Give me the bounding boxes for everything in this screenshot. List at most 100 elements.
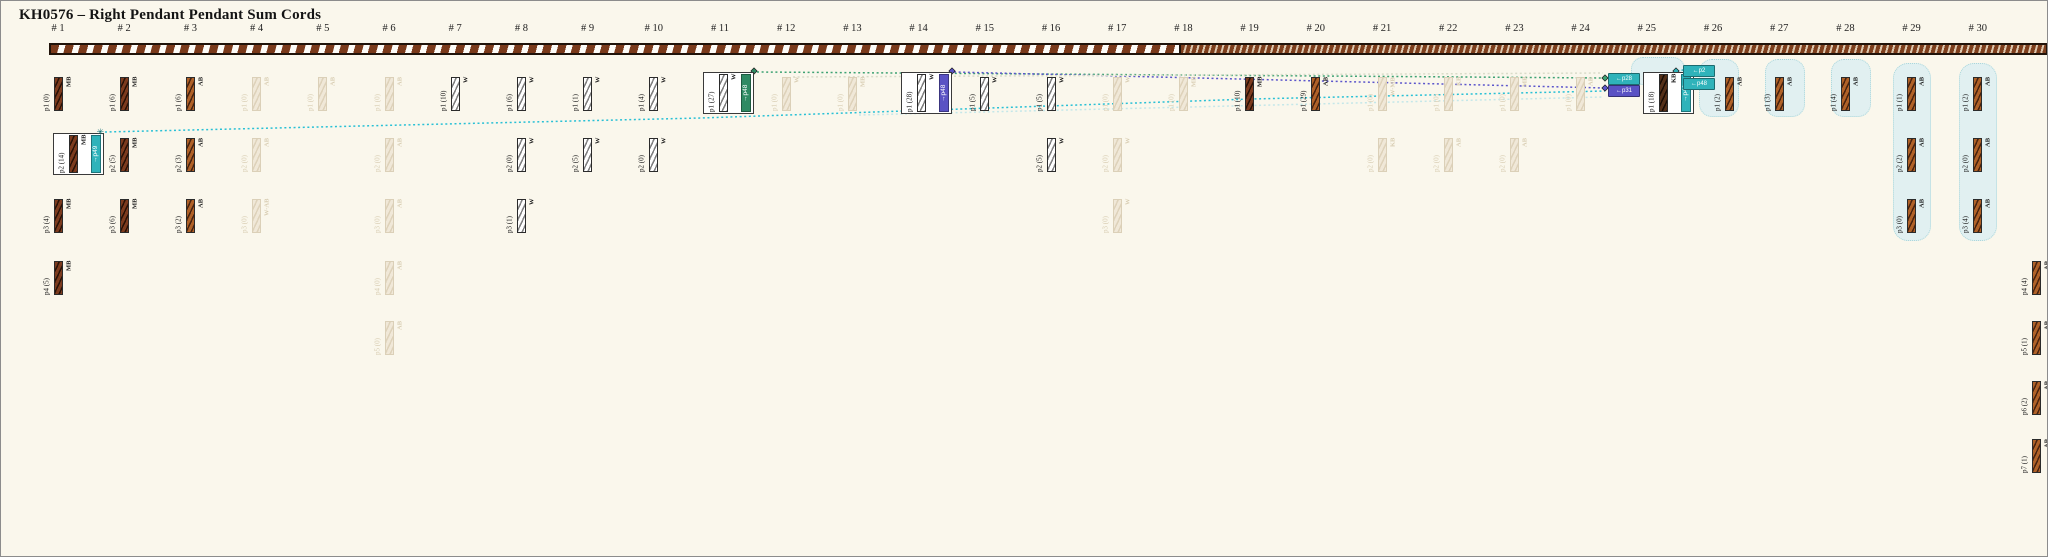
pendant-c14-p1[interactable]: p1 (28) W →p48 [901, 72, 953, 114]
pendant-c18-p1[interactable]: p1 (0) MB [1166, 77, 1200, 111]
pendant-c17-p1[interactable]: p1 (0) W [1100, 77, 1134, 111]
cord-color-label: AB [1918, 77, 1926, 87]
sum-target-tag[interactable]: →p48 [939, 74, 950, 112]
pendant-value-label: p2 (0) [505, 155, 514, 172]
pendant-c1-p4[interactable]: p4 (5) MB [41, 261, 75, 295]
cord-color-label: W [660, 77, 668, 84]
pendant-c29-p2[interactable]: p2 (2) AB [1894, 138, 1928, 172]
pendant-c4-p1[interactable]: p1 (0) AB [239, 77, 273, 111]
pendant-c26-p1[interactable]: p1 (2) AB [1712, 77, 1746, 111]
cord-bar [1046, 77, 1056, 111]
pendant-c24-p1[interactable]: p1 (0) AB [1563, 77, 1597, 111]
pendant-c10-p2[interactable]: p2 (0) W [636, 138, 670, 172]
pendant-c1-p3[interactable]: p3 (4) MB [41, 199, 75, 233]
pendant-value-label: p1 (2) [1961, 94, 1970, 111]
pendant-c19-p1[interactable]: p1 (10) MB [1232, 77, 1266, 111]
cord-color-label: AB [1918, 199, 1926, 209]
cord-position-header: # 6 [382, 23, 396, 34]
pendant-c3-p2[interactable]: p2 (3) AB [173, 138, 207, 172]
pendant-c4-p2[interactable]: p2 (0) AB [239, 138, 273, 172]
pendant-c8-p2[interactable]: p2 (0) W [504, 138, 538, 172]
pendant-c7-p1[interactable]: p1 (10) W [438, 77, 472, 111]
cord-position-header: # 19 [1240, 23, 1259, 34]
pendant-c27-p1[interactable]: p1 (3) AB [1762, 77, 1796, 111]
pendant-c29-p3[interactable]: p3 (0) AB [1894, 199, 1928, 233]
pendant-value-label: p1 (0) [770, 94, 779, 111]
pendant-c16-p1[interactable]: p1 (5) W [1034, 77, 1068, 111]
sum-target-tag[interactable]: →p48 [740, 74, 751, 112]
pendant-value-label: p1 (0) [373, 94, 381, 111]
pendant-c3-p1[interactable]: p1 (6) AB [173, 77, 207, 111]
cord-bar [516, 77, 526, 111]
pendant-value-label: p1 (0) [240, 94, 249, 111]
pendant-c22-p1[interactable]: p1 (0) KB [1431, 77, 1465, 111]
pendant-c13-p1[interactable]: p1 (0) MB [835, 77, 869, 111]
pendant-c20-p1[interactable]: p1 (29) AB [1298, 77, 1332, 111]
pendant-c23-p2[interactable]: p2 (0) AB [1497, 138, 1531, 172]
pendant-c6-p4[interactable]: p4 (0) AB [372, 261, 406, 295]
pendant-c16-p2[interactable]: p2 (5) W [1034, 138, 1068, 172]
pendant-c6-p3[interactable]: p3 (0) AB [372, 199, 406, 233]
cord-bar [583, 77, 593, 111]
pendant-value-label: p1 (0) [1167, 94, 1176, 111]
pendant-c29-p1[interactable]: p1 (1) AB [1894, 77, 1928, 111]
pendant-value-label: p2 (0) [1432, 155, 1441, 172]
pendant-c11-p1[interactable]: p1 (27) W →p48 [702, 72, 754, 114]
cord-color-label: AB [263, 77, 271, 87]
pendant-value-label: p2 (0) [1961, 155, 1970, 172]
pendant-c9-p2[interactable]: p2 (5) W [570, 138, 604, 172]
cord-bar [1973, 199, 1983, 233]
cord-bar [1576, 77, 1586, 111]
pendant-c22-p2[interactable]: p2 (0) AB [1431, 138, 1465, 172]
pendant-c30-p3[interactable]: p3 (4) AB [1960, 199, 1994, 233]
pendant-c6-p2[interactable]: p2 (0) AB [372, 138, 406, 172]
pendant-c8-p3[interactable]: p3 (1) W [504, 199, 538, 233]
pendant-c4-p3[interactable]: p3 (0) W-AB [239, 199, 273, 233]
pendant-c2-p2[interactable]: p2 (5) MB [107, 138, 141, 172]
cord-bar [185, 77, 195, 111]
cord-bar [53, 261, 63, 295]
sum-source-tag[interactable]: ←p2 [1683, 65, 1715, 77]
cord-bar [1112, 77, 1122, 111]
pendant-value-label: p3 (0) [240, 216, 249, 233]
sum-source-tag[interactable]: ←p31 [1608, 85, 1640, 97]
pendant-c5-p1[interactable]: p1 (0) AB [305, 77, 339, 111]
cord-bar [252, 77, 262, 111]
pendant-c15-p1[interactable]: p1 (5) W [967, 77, 1001, 111]
pendant-c12-p1[interactable]: p1 (0) W [769, 77, 803, 111]
sum-source-tag[interactable]: ←p48 [1683, 78, 1715, 90]
sum-target-tag[interactable]: →p49 [90, 135, 101, 173]
pendant-value-label: p1 (0) [306, 94, 315, 111]
cord-color-label: AB [197, 199, 205, 209]
cord-position-header: # 12 [777, 23, 796, 34]
pendant-c30-p5[interactable]: p5 (1) AB [2019, 321, 2047, 355]
pendant-c6-p1[interactable]: p1 (0) AB [372, 77, 406, 111]
pendant-c1-p1[interactable]: p1 (0) MB [41, 77, 75, 111]
pendant-c2-p1[interactable]: p1 (6) MB [107, 77, 141, 111]
pendant-c30-p6[interactable]: p6 (2) AB [2019, 381, 2047, 415]
cord-position-header: # 16 [1041, 23, 1061, 34]
pendant-c23-p1[interactable]: p1 (0) MB [1497, 77, 1531, 111]
sum-source-tag[interactable]: ←p28 [1608, 73, 1640, 85]
pendant-c17-p2[interactable]: p2 (0) W [1100, 138, 1134, 172]
pendant-c6-p5[interactable]: p5 (0) AB [372, 321, 406, 355]
cord-color-label: AB [395, 138, 403, 148]
pendant-c17-p3[interactable]: p3 (0) W [1100, 199, 1134, 233]
pendant-c28-p1[interactable]: p1 (4) AB [1828, 77, 1862, 111]
pendant-c30-p7[interactable]: p7 (1) AB [2019, 439, 2047, 473]
pendant-c1-p2[interactable]: p2 (14) MB →p49 [52, 133, 104, 175]
pendant-c30-p4[interactable]: p4 (4) AB [2019, 261, 2047, 295]
pendant-c8-p1[interactable]: p1 (6) W [504, 77, 538, 111]
gear-icon[interactable]: ✳ [96, 127, 105, 137]
pendant-c30-p2[interactable]: p2 (0) AB [1960, 138, 1994, 172]
pendant-c30-p1[interactable]: p1 (2) AB [1960, 77, 1994, 111]
pendant-c21-p1[interactable]: p1 (0) W-MB [1365, 77, 1399, 111]
sum-link-line [104, 90, 1606, 133]
pendant-c2-p3[interactable]: p3 (6) MB [107, 199, 141, 233]
pendant-c3-p3[interactable]: p3 (2) AB [173, 199, 207, 233]
pendant-c10-p1[interactable]: p1 (4) W [636, 77, 670, 111]
pendant-value-label: p3 (1) [505, 216, 514, 233]
pendant-c21-p2[interactable]: p2 (0) KB [1365, 138, 1399, 172]
pendant-c9-p1[interactable]: p1 (1) W [570, 77, 604, 111]
cord-color-label: AB [197, 77, 205, 87]
